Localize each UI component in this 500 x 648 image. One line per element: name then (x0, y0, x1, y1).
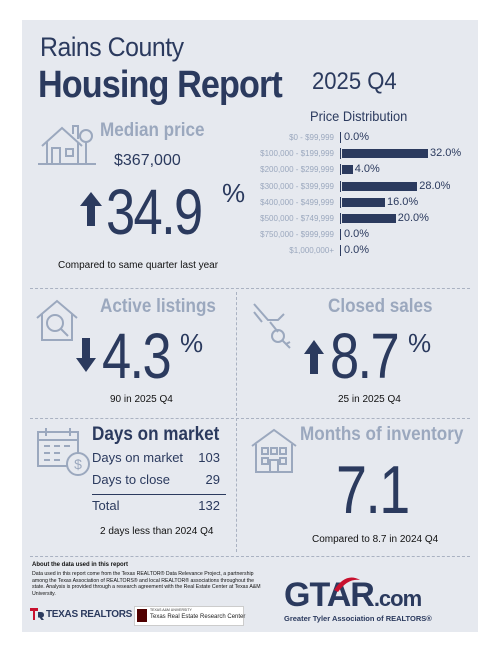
bar-category-label: $500,000 - $749,999 (260, 214, 334, 223)
dom-row-label: Days to close (92, 472, 171, 487)
gtar-subtitle: Greater Tyler Association of REALTORS® (284, 614, 432, 623)
texas-realtors-text: TEXAS REALTORS (46, 608, 132, 620)
median-price-note: Compared to same quarter last year (58, 260, 219, 271)
texas-realtors-logo: TEXAS REALTORS (30, 608, 132, 620)
price-bar (342, 181, 418, 191)
bar-axis-tick (340, 132, 341, 143)
days-on-market-title: Days on market (92, 424, 220, 445)
bar-category-label: $1,000,000+ (289, 246, 334, 256)
bar-value-label: 0.0% (344, 131, 370, 143)
bar-axis-tick (340, 180, 341, 192)
tr-mark-icon (30, 608, 44, 620)
bar-value-label: 20.0% (397, 212, 429, 224)
calendar-dollar-icon: $ (37, 428, 90, 476)
report-card: Rains County Housing Report 2025 Q4 Pric… (22, 20, 478, 632)
bar-axis-tick (340, 164, 341, 176)
months-inventory-value: 7.1 (336, 452, 410, 528)
bar-category-label: $400,000 - $499,999 (260, 197, 334, 207)
gtar-suffix-text: .com (373, 586, 422, 611)
days-on-market-note: 2 days less than 2024 Q4 (100, 526, 214, 537)
closed-sales-change: 8.7 (330, 320, 400, 392)
bar-value-label: 4.0% (354, 163, 380, 176)
bar-value-label: 32.0% (430, 147, 462, 160)
bar-axis-tick (340, 148, 341, 160)
active-listings-pct: % (180, 328, 204, 358)
closed-sales-pct: % (408, 328, 432, 358)
divider-top (30, 288, 470, 289)
research-center-logo: TEXAS A&M UNIVERSITY Texas Real Estate R… (134, 606, 246, 626)
report-quarter: 2025 Q4 (312, 68, 397, 95)
gtar-main-text: GTAR (284, 576, 375, 614)
months-inventory-title: Months of inventory (300, 424, 464, 445)
median-price-pct: % (222, 178, 246, 208)
about-body: Data used in this report come from the T… (32, 571, 261, 597)
months-inventory-note: Compared to 8.7 in 2024 Q4 (312, 534, 439, 545)
svg-text:$: $ (74, 456, 82, 472)
closed-sales-note: 25 in 2025 Q4 (338, 394, 401, 405)
arrow-up-icon (304, 340, 324, 374)
bar-category-label: $200,000 - $299,999 (260, 165, 334, 175)
bar-axis-tick (340, 196, 341, 208)
divider-vertical (236, 292, 237, 552)
bar-axis-tick (340, 213, 341, 224)
arrow-up-icon (80, 192, 102, 226)
active-listings-title: Active listings (100, 296, 216, 317)
dom-total-value: 132 (198, 498, 220, 513)
price-bar (342, 197, 385, 207)
active-listings-change: 4.3 (102, 320, 172, 392)
bar-value-label: 16.0% (387, 195, 419, 208)
gtar-logo: GTAR.com (284, 576, 422, 615)
bar-axis-tick (340, 229, 341, 241)
dom-row-label: Days on market (92, 450, 184, 465)
arrow-down-icon (76, 338, 96, 372)
tamu-mark-icon (137, 609, 147, 622)
tamu-small-text: TEXAS A&M UNIVERSITY (150, 608, 192, 612)
price-bar (342, 149, 428, 159)
building-icon (251, 428, 297, 473)
house-search-icon (36, 299, 78, 341)
house-icon (38, 125, 96, 165)
key-hand-icon (253, 303, 291, 349)
bar-value-label: 0.0% (344, 244, 370, 257)
median-price-value: $367,000 (114, 152, 181, 169)
median-price-title: Median price (100, 120, 205, 141)
bar-category-label: $100,000 - $199,999 (260, 149, 334, 159)
price-distribution-chart: $0 - $99,999 0.0% $100,000 - $199,999 32.0%… (22, 20, 478, 280)
about-title: About the data used in this report (32, 562, 129, 568)
county-title: Rains County (40, 32, 184, 62)
price-distribution-title: Price Distribution (310, 108, 408, 124)
report-title: Housing Report (38, 64, 283, 106)
bar-category-label: $300,000 - $399,999 (260, 181, 334, 191)
bar-value-label: 28.0% (419, 179, 451, 192)
dom-total-label: Total (92, 498, 120, 513)
bar-category-label: $0 - $99,999 (289, 133, 334, 142)
bar-category-label: $750,000 - $999,999 (260, 230, 334, 240)
median-price-change: 34.9 (106, 176, 203, 248)
bar-axis-tick (340, 245, 341, 257)
price-bar (342, 214, 396, 223)
price-bar (342, 165, 353, 175)
dom-total-rule (92, 494, 226, 495)
active-listings-note: 90 in 2025 Q4 (110, 394, 173, 405)
divider-bottom (30, 556, 470, 557)
dom-row-value: 29 (205, 472, 220, 487)
divider-middle (30, 418, 470, 419)
bar-value-label: 0.0% (344, 228, 370, 241)
dom-row-value: 103 (198, 450, 220, 465)
gtar-swoosh-icon (334, 577, 360, 592)
closed-sales-title: Closed sales (328, 296, 433, 317)
research-center-text: Texas Real Estate Research Center (150, 614, 246, 620)
